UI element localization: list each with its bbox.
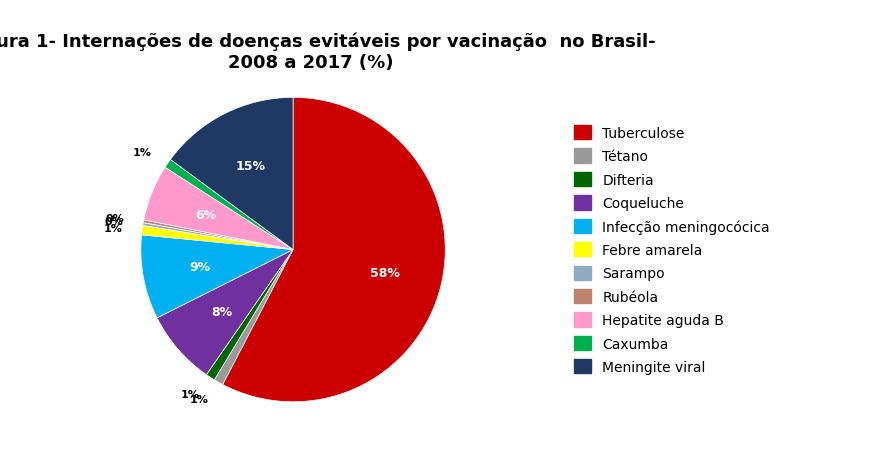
Wedge shape	[223, 98, 445, 402]
Text: Figura 1- Internações de doenças evitáveis por vacinação  no Brasil-
2008 a 2017: Figura 1- Internações de doenças evitáve…	[0, 32, 656, 72]
Text: 1%: 1%	[190, 394, 209, 405]
Text: 1%: 1%	[180, 389, 200, 399]
Text: 1%: 1%	[104, 223, 123, 233]
Wedge shape	[170, 98, 293, 250]
Wedge shape	[144, 168, 293, 250]
Wedge shape	[141, 226, 293, 250]
Text: 9%: 9%	[190, 261, 210, 274]
Wedge shape	[214, 250, 293, 385]
Wedge shape	[143, 220, 293, 250]
Wedge shape	[143, 223, 293, 250]
Wedge shape	[206, 250, 293, 380]
Wedge shape	[141, 235, 293, 318]
Wedge shape	[165, 160, 293, 250]
Text: 58%: 58%	[369, 266, 400, 279]
Text: 0%: 0%	[105, 216, 123, 226]
Text: 6%: 6%	[195, 208, 216, 221]
Text: 0%: 0%	[106, 213, 124, 223]
Text: 15%: 15%	[235, 160, 266, 173]
Wedge shape	[157, 250, 293, 375]
Text: 8%: 8%	[211, 305, 233, 318]
Text: 1%: 1%	[132, 148, 151, 158]
Legend: Tuberculose, Tétano, Difteria, Coqueluche, Infecção meningocócica, Febre amarela: Tuberculose, Tétano, Difteria, Coqueluch…	[575, 126, 770, 374]
